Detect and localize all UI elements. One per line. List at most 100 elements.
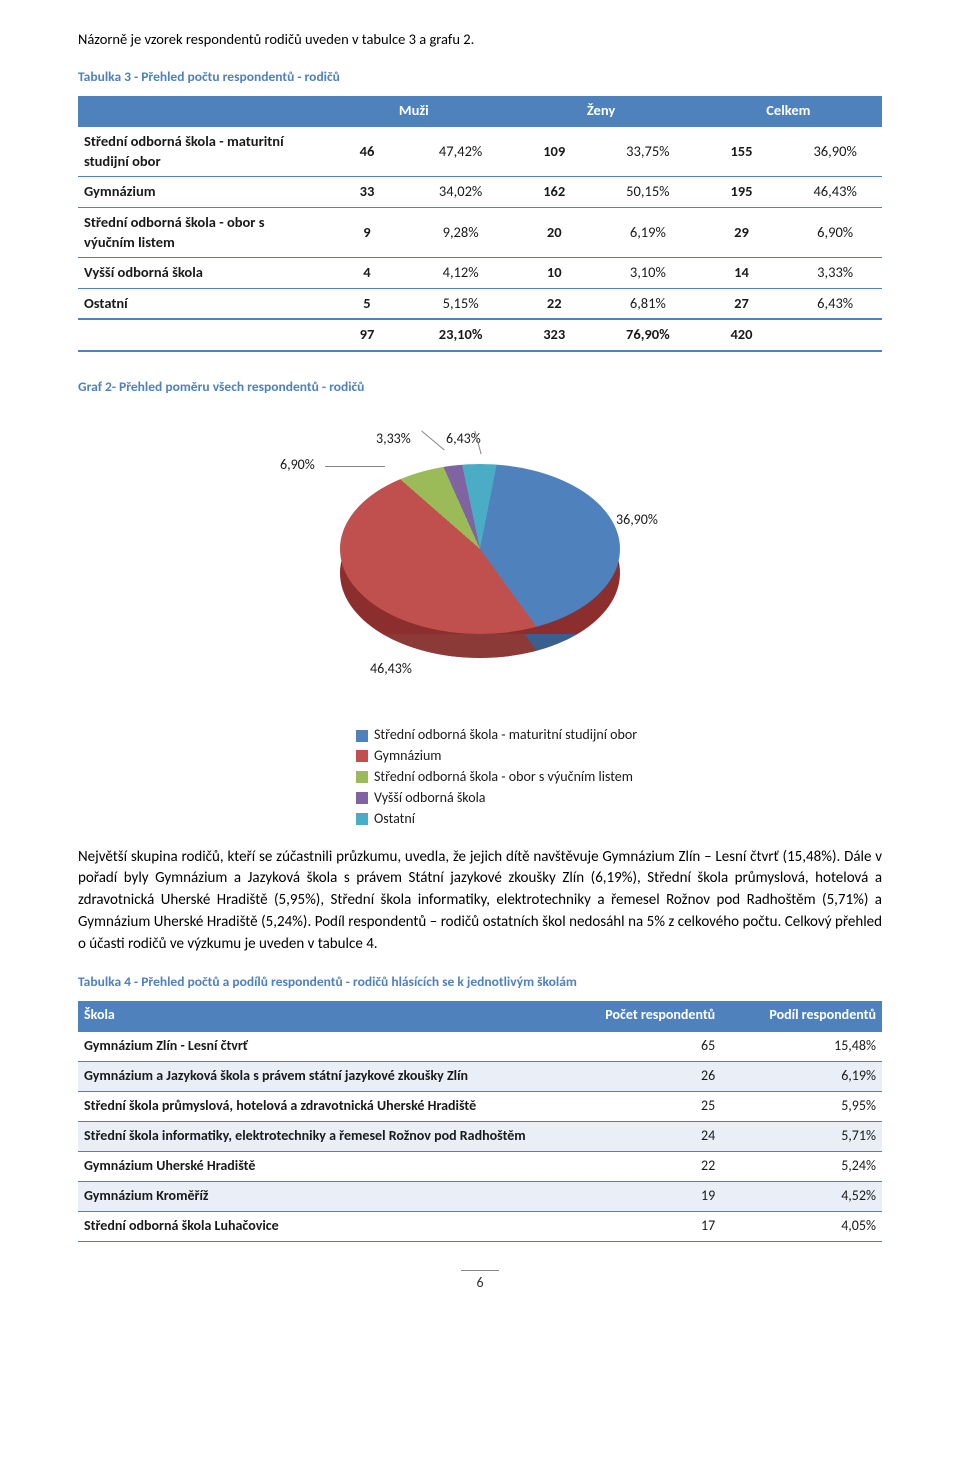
row-label: Gymnázium xyxy=(78,177,320,208)
table-row: Střední odborná škola - maturitní studij… xyxy=(78,126,882,177)
pct-label-vyssi: 3,33% xyxy=(376,430,411,449)
school-name: Střední odborná škola Luhačovice xyxy=(78,1211,560,1241)
th-zeny: Ženy xyxy=(507,96,694,127)
share: 15,48% xyxy=(721,1031,882,1061)
row-label: Vyšší odborná škola xyxy=(78,258,320,289)
cell: 6,43% xyxy=(788,288,882,319)
row-label: Ostatní xyxy=(78,288,320,319)
legend-swatch xyxy=(356,750,368,762)
cell: 33,75% xyxy=(601,126,695,177)
share: 5,71% xyxy=(721,1122,882,1152)
table-row: Střední škola informatiky, elektrotechni… xyxy=(78,1122,882,1152)
table-row: Gymnázium Zlín - Lesní čtvrť6515,48% xyxy=(78,1031,882,1061)
school-name: Gymnázium Kroměříž xyxy=(78,1181,560,1211)
pct-label-vyucni: 6,90% xyxy=(280,456,315,475)
table-row: Střední škola průmyslová, hotelová a zdr… xyxy=(78,1092,882,1122)
cell: 162 xyxy=(507,177,601,208)
cell: 109 xyxy=(507,126,601,177)
share: 4,52% xyxy=(721,1181,882,1211)
cell: 3,33% xyxy=(788,258,882,289)
th-muzi: Muži xyxy=(320,96,507,127)
cell: 4,12% xyxy=(414,258,508,289)
legend-label: Vyšší odborná škola xyxy=(374,789,486,808)
cell: 33 xyxy=(320,177,414,208)
table1-caption: Tabulka 3 - Přehled počtu respondentů - … xyxy=(78,68,882,86)
th-empty xyxy=(78,96,320,127)
legend-swatch xyxy=(356,730,368,742)
cell: 155 xyxy=(695,126,789,177)
count: 19 xyxy=(560,1181,721,1211)
table-row: Gymnázium3334,02%16250,15%19546,43% xyxy=(78,177,882,208)
cell: 6,19% xyxy=(601,208,695,258)
count: 25 xyxy=(560,1092,721,1122)
legend-label: Ostatní xyxy=(374,810,415,829)
legend-item: Střední odborná škola - obor s výučním l… xyxy=(356,768,786,787)
row-label: Střední odborná škola - obor s výučním l… xyxy=(78,208,320,258)
intro-paragraph: Názorně je vzorek respondentů rodičů uve… xyxy=(78,30,882,50)
leader-line xyxy=(421,431,445,451)
body-text: Největší skupina rodičů, kteří se zúčast… xyxy=(78,848,882,953)
th-skola: Škola xyxy=(78,1001,560,1031)
cell: 50,15% xyxy=(601,177,695,208)
th-podil: Podíl respondentů xyxy=(721,1001,882,1031)
table-row: Vyšší odborná škola44,12%103,10%143,33% xyxy=(78,258,882,289)
legend-label: Střední odborná škola - obor s výučním l… xyxy=(374,768,633,787)
share: 5,95% xyxy=(721,1092,882,1122)
cell: 20 xyxy=(507,208,601,258)
pct-label-maturitni: 36,90% xyxy=(616,511,658,530)
cell: 14 xyxy=(695,258,789,289)
table-respondents: Muži Ženy Celkem Střední odborná škola -… xyxy=(78,96,882,352)
share: 4,05% xyxy=(721,1211,882,1241)
count: 65 xyxy=(560,1031,721,1061)
table-row: Gymnázium Kroměříž194,52% xyxy=(78,1181,882,1211)
cell: 3,10% xyxy=(601,258,695,289)
th-celkem: Celkem xyxy=(695,96,882,127)
pie-chart: 6,90% 3,33% 6,43% 36,90% 46,43% Střední … xyxy=(170,406,790,828)
legend-label: Gymnázium xyxy=(374,747,442,766)
cell: 36,90% xyxy=(788,126,882,177)
cell: 9,28% xyxy=(414,208,508,258)
cell: 46 xyxy=(320,126,414,177)
legend-swatch xyxy=(356,771,368,783)
table-row: Ostatní55,15%226,81%276,43% xyxy=(78,288,882,319)
count: 24 xyxy=(560,1122,721,1152)
row-label: Střední odborná škola - maturitní studij… xyxy=(78,126,320,177)
cell: 47,42% xyxy=(414,126,508,177)
table2-caption: Tabulka 4 - Přehled počtů a podílů respo… xyxy=(78,973,882,991)
school-name: Střední škola průmyslová, hotelová a zdr… xyxy=(78,1092,560,1122)
cell: 34,02% xyxy=(414,177,508,208)
legend-swatch xyxy=(356,792,368,804)
cell: 9 xyxy=(320,208,414,258)
cell: 6,90% xyxy=(788,208,882,258)
cell: 29 xyxy=(695,208,789,258)
page-number: 6 xyxy=(461,1270,499,1293)
cell: 10 xyxy=(507,258,601,289)
table-row: Střední odborná škola Luhačovice174,05% xyxy=(78,1211,882,1241)
cell: 22 xyxy=(507,288,601,319)
table-schools: Škola Počet respondentů Podíl respondent… xyxy=(78,1001,882,1241)
cell: 5 xyxy=(320,288,414,319)
cell: 4 xyxy=(320,258,414,289)
cell: 195 xyxy=(695,177,789,208)
legend-item: Vyšší odborná škola xyxy=(356,789,786,808)
pie-legend: Střední odborná škola - maturitní studij… xyxy=(356,726,786,828)
count: 22 xyxy=(560,1151,721,1181)
school-name: Gymnázium Uherské Hradiště xyxy=(78,1151,560,1181)
legend-item: Gymnázium xyxy=(356,747,786,766)
cell: 5,15% xyxy=(414,288,508,319)
legend-item: Ostatní xyxy=(356,810,786,829)
body-paragraph: Největší skupina rodičů, kteří se zúčast… xyxy=(78,847,882,956)
count: 17 xyxy=(560,1211,721,1241)
table-total-row: 9723,10%32376,90%420 xyxy=(78,319,882,351)
chart-caption: Graf 2- Přehled poměru všech respondentů… xyxy=(78,378,882,396)
legend-item: Střední odborná škola - maturitní studij… xyxy=(356,726,786,745)
legend-swatch xyxy=(356,813,368,825)
cell: 6,81% xyxy=(601,288,695,319)
intro-text: Názorně je vzorek respondentů rodičů uve… xyxy=(78,30,474,48)
table-row: Gymnázium Uherské Hradiště225,24% xyxy=(78,1151,882,1181)
school-name: Střední škola informatiky, elektrotechni… xyxy=(78,1122,560,1152)
school-name: Gymnázium a Jazyková škola s právem stát… xyxy=(78,1062,560,1092)
th-pocet: Počet respondentů xyxy=(560,1001,721,1031)
cell: 46,43% xyxy=(788,177,882,208)
count: 26 xyxy=(560,1062,721,1092)
